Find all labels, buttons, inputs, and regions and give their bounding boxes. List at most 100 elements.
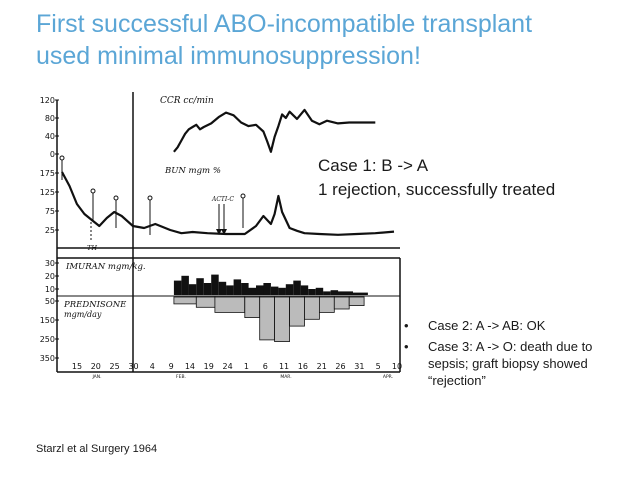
- ccr-label: CCR cc/min: [160, 96, 214, 106]
- x-tick-label: 11: [279, 362, 289, 371]
- prednisone-bar: [259, 296, 276, 341]
- y-tick-label: 25: [45, 226, 55, 235]
- slide-title: First successful ABO-incompatible transp…: [36, 8, 626, 72]
- bun-label: BUN mgm %: [164, 166, 221, 176]
- imuran-bar: [315, 287, 324, 295]
- imuran-bar: [338, 291, 346, 295]
- x-tick-label: 20: [91, 362, 101, 371]
- prednisone-bar: [214, 296, 246, 313]
- imuran-bar: [360, 292, 368, 295]
- case1-annotation: Case 1: B -> A 1 rejection, successfully…: [318, 154, 555, 202]
- x-tick-label: 31: [354, 362, 364, 371]
- x-tick-label: 24: [222, 362, 232, 371]
- imuran-bar: [233, 279, 242, 295]
- x-tick-label: 21: [317, 362, 327, 371]
- imuran-bar: [278, 287, 286, 295]
- annotation-actic: ACTI-C: [211, 196, 234, 203]
- y-tick-label: 0: [50, 150, 55, 159]
- x-tick-label: 30: [128, 362, 138, 371]
- imuran-bar: [173, 280, 182, 295]
- case1-detail: 1 rejection, successfully treated: [318, 180, 556, 199]
- x-tick-label: 26: [335, 362, 345, 371]
- y-tick-label: 80: [45, 114, 55, 123]
- prednisone-bar: [244, 296, 261, 319]
- prednisone-unit: mgm/day: [64, 310, 102, 319]
- y-tick-label: 50: [45, 297, 55, 306]
- imuran-bar: [248, 287, 256, 295]
- y-tick-label: 250: [40, 335, 55, 344]
- y-tick-label: 75: [45, 207, 55, 216]
- ccr-line: [173, 108, 376, 153]
- x-tick-label: 9: [169, 362, 174, 371]
- imuran-bar: [345, 291, 353, 295]
- imuran-bar: [353, 292, 361, 295]
- prednisone-bar: [274, 296, 290, 342]
- imuran-label: IMURAN mgm/kg.: [65, 262, 146, 272]
- imuran-bar: [293, 280, 301, 295]
- bun-line: [61, 171, 395, 236]
- imuran-bar: [263, 283, 271, 295]
- y-tick-label: 120: [40, 96, 55, 105]
- prednisone-bar: [348, 296, 365, 307]
- prednisone-bar: [195, 296, 216, 308]
- data-series: [61, 108, 395, 342]
- imuran-bar: [181, 275, 189, 295]
- prednisone-bar: [289, 296, 305, 327]
- x-tick-label: 10: [392, 362, 402, 371]
- imuran-bar: [196, 278, 204, 295]
- y-tick-label: 150: [40, 316, 55, 325]
- chart-frame: [56, 92, 401, 373]
- y-tick-label: 40: [45, 132, 55, 141]
- bullet-icon: •: [404, 318, 409, 333]
- x-tick-label: 19: [204, 362, 214, 371]
- month-label: FEB.: [176, 374, 186, 380]
- imuran-bar: [241, 283, 249, 295]
- x-tick-label: 4: [150, 362, 155, 371]
- citation: Starzl et al Surgery 1964: [36, 443, 158, 455]
- imuran-bar: [203, 283, 212, 295]
- prednisone-label: PREDNISONE: [63, 300, 127, 310]
- month-label: JAN.: [91, 374, 101, 380]
- list-item: • Case 2: A -> AB: OK: [398, 317, 633, 334]
- prednisone-bar: [304, 296, 320, 320]
- x-tick-label: 15: [72, 362, 82, 371]
- x-tick-label: 16: [298, 362, 308, 371]
- case-bullet-list: • Case 2: A -> AB: OK • Case 3: A -> O: …: [398, 317, 633, 393]
- month-label: MAR.: [280, 374, 291, 380]
- title-line-2: used minimal immunosuppression!: [36, 42, 421, 70]
- case1-title: Case 1: B -> A: [318, 156, 429, 175]
- x-tick-label: 1: [244, 362, 249, 371]
- prednisone-bar: [318, 296, 335, 313]
- actic-arrows: [216, 204, 227, 235]
- bullet-text: Case 2: A -> AB: OK: [428, 318, 546, 333]
- imuran-bar: [330, 290, 339, 295]
- month-label: APR.: [383, 374, 393, 380]
- title-line-1: First successful ABO-incompatible transp…: [36, 10, 533, 38]
- bullet-icon: •: [404, 339, 409, 354]
- y-tick-label: 350: [40, 354, 55, 363]
- y-tick-label: 125: [40, 188, 55, 197]
- x-tick-label: 5: [376, 362, 381, 371]
- y-tick-label: 30: [45, 259, 55, 268]
- imuran-bar: [211, 274, 219, 295]
- bullet-text: Case 3: A -> O: death due to sepsis; gra…: [428, 339, 593, 388]
- x-tick-label: 25: [110, 362, 120, 371]
- list-item: • Case 3: A -> O: death due to sepsis; g…: [398, 338, 633, 389]
- annotation-th: TH: [87, 244, 97, 252]
- imuran-bar: [323, 291, 331, 295]
- imuran-bar: [270, 286, 279, 295]
- x-tick-label: 14: [185, 362, 195, 371]
- event-markers: [59, 155, 246, 235]
- imuran-bar: [188, 284, 197, 295]
- prednisone-bar: [173, 296, 197, 305]
- x-tick-label: 6: [263, 362, 268, 371]
- prednisone-bar: [333, 296, 350, 310]
- imuran-bar: [308, 289, 316, 295]
- y-tick-label: 20: [45, 272, 55, 281]
- imuran-bar: [256, 285, 264, 295]
- imuran-bar: [226, 285, 234, 295]
- imuran-bar: [300, 285, 309, 295]
- imuran-bar: [285, 284, 294, 295]
